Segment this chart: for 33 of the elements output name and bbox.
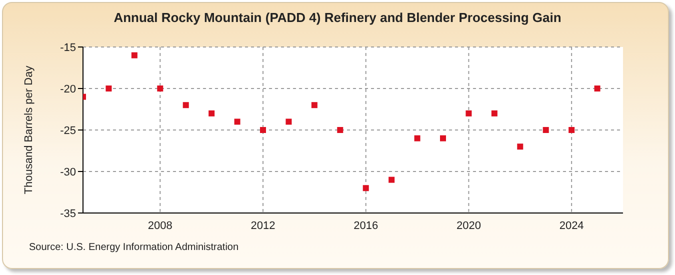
y-axis-title: Thousand Barrels per Day xyxy=(22,65,35,194)
point xyxy=(182,102,189,108)
y-tick-label: -30 xyxy=(60,166,76,178)
point xyxy=(542,127,549,133)
point xyxy=(491,110,498,116)
source-note: Source: U.S. Energy Information Administration xyxy=(29,242,239,253)
point xyxy=(362,185,369,192)
x-tick-label: 2012 xyxy=(250,220,276,232)
y-tick-label: -15 xyxy=(60,42,76,54)
point xyxy=(234,118,240,125)
point xyxy=(594,86,600,92)
point xyxy=(208,110,215,116)
x-tick-label: 2024 xyxy=(559,220,584,232)
point xyxy=(568,127,575,133)
point xyxy=(517,144,524,150)
x-tick-label: 2016 xyxy=(354,220,378,232)
point xyxy=(131,52,138,58)
point xyxy=(311,102,318,108)
x-tick-label: 2020 xyxy=(456,220,481,232)
point xyxy=(286,118,292,125)
x-tick-label: 2008 xyxy=(148,220,172,232)
chart-title: Annual Rocky Mountain (PADD 4) Refinery and Blender Processing Gain xyxy=(112,10,562,25)
point xyxy=(466,110,472,116)
point xyxy=(388,176,395,183)
point xyxy=(157,86,164,92)
point xyxy=(260,127,266,133)
y-tick-label: -35 xyxy=(60,208,76,220)
point xyxy=(337,127,344,133)
point xyxy=(440,135,446,142)
point xyxy=(414,135,420,142)
y-tick-label: -25 xyxy=(60,124,76,137)
point xyxy=(106,86,112,92)
y-tick-label: -20 xyxy=(60,83,76,96)
